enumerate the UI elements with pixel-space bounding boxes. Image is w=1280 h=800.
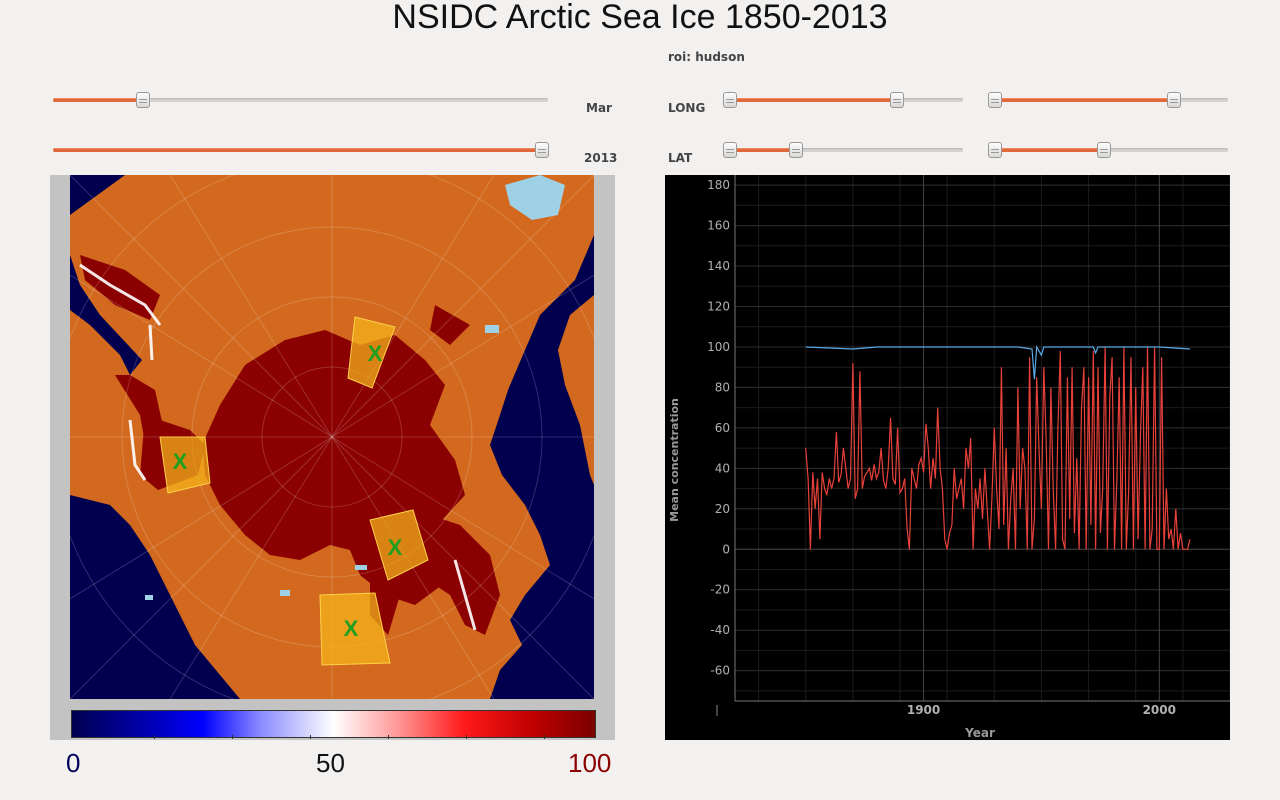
lat-range-slider-1[interactable] bbox=[723, 140, 963, 160]
lat-max-handle[interactable] bbox=[789, 142, 803, 158]
y-tick-label: 60 bbox=[715, 421, 730, 435]
year-slider[interactable] bbox=[53, 140, 549, 160]
y-tick-label: 140 bbox=[707, 259, 730, 273]
roi-marker-3[interactable]: X bbox=[388, 535, 403, 560]
page-title: NSIDC Arctic Sea Ice 1850-2013 bbox=[392, 0, 888, 36]
concentration-chart-panel: 180 160 140 120 100 80 60 40 20 0 -20 -40 -60 1900 20… bbox=[665, 175, 1231, 740]
roi-marker-1[interactable]: X bbox=[368, 341, 383, 366]
x-tick-label: 2000 bbox=[1143, 703, 1176, 717]
long-min-handle-2[interactable] bbox=[988, 92, 1002, 108]
year-value: 2013 bbox=[584, 151, 618, 165]
long-range-slider-2[interactable] bbox=[988, 90, 1228, 110]
y-tick-label: -60 bbox=[710, 664, 730, 678]
month-slider-fill bbox=[53, 98, 143, 102]
y-tick-label: 0 bbox=[722, 542, 730, 556]
x-axis-label: Year bbox=[964, 726, 995, 740]
lat-range-slider-2[interactable] bbox=[988, 140, 1228, 160]
long-range-slider-1[interactable] bbox=[723, 90, 963, 110]
long-min-handle[interactable] bbox=[723, 92, 737, 108]
y-axis-label: Mean concentration bbox=[668, 398, 681, 522]
concentration-chart[interactable]: 180 160 140 120 100 80 60 40 20 0 -20 -40 -60 1900 20… bbox=[665, 175, 1231, 740]
lat-min-handle-2[interactable] bbox=[988, 142, 1002, 158]
month-slider-handle[interactable] bbox=[136, 92, 151, 108]
y-tick-label: 100 bbox=[707, 340, 730, 354]
y-tick-label: -20 bbox=[710, 583, 730, 597]
x-tick-label: 1900 bbox=[907, 703, 940, 717]
y-tick-label: -40 bbox=[710, 623, 730, 637]
roi-label: roi: hudson bbox=[668, 50, 745, 64]
colorbar bbox=[71, 710, 596, 739]
long-label: LONG bbox=[668, 101, 706, 115]
y-tick-label: 180 bbox=[707, 178, 730, 192]
y-tick-label: 20 bbox=[715, 502, 730, 516]
y-tick-label: 40 bbox=[715, 461, 730, 475]
colorbar-min-label: 0 bbox=[66, 748, 81, 778]
month-value: Mar bbox=[586, 101, 612, 115]
year-slider-handle[interactable] bbox=[535, 142, 549, 158]
x-axis-origin-mark: | bbox=[715, 703, 719, 716]
long-max-handle-2[interactable] bbox=[1166, 92, 1181, 108]
y-tick-label: 160 bbox=[707, 219, 730, 233]
long-max-handle[interactable] bbox=[889, 92, 904, 108]
month-slider[interactable] bbox=[53, 90, 548, 110]
sea-ice-map[interactable]: X X X X bbox=[70, 175, 594, 699]
sea-ice-map-panel: X X X X bbox=[50, 175, 615, 740]
y-tick-label: 120 bbox=[707, 300, 730, 314]
roi-marker-4[interactable]: X bbox=[344, 616, 359, 641]
year-slider-fill bbox=[53, 148, 541, 152]
series-line bbox=[805, 346, 1191, 550]
colorbar-mid-label: 50 bbox=[316, 748, 345, 778]
lat-label: LAT bbox=[668, 151, 693, 165]
y-tick-label: 80 bbox=[715, 380, 730, 394]
lat-max-handle-2[interactable] bbox=[1097, 142, 1112, 158]
roi-marker-2[interactable]: X bbox=[173, 449, 188, 474]
series-line bbox=[805, 345, 1190, 380]
lat-min-handle[interactable] bbox=[723, 142, 737, 158]
colorbar-max-label: 100 bbox=[568, 748, 612, 778]
